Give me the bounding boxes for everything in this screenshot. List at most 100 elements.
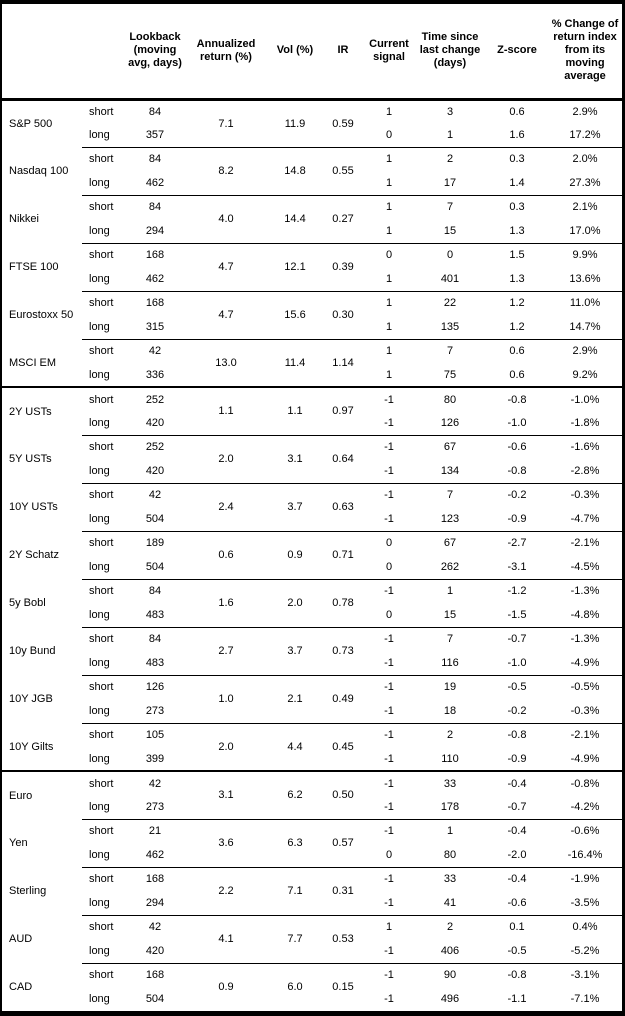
asset-name: Sterling: [9, 885, 47, 897]
ir-value: 0.53: [322, 914, 364, 963]
pct-change-value: -1.6%: [548, 434, 622, 459]
table-row: Yen short 21 3.6 6.3 0.57 -1 1 -0.4 -0.6%: [2, 818, 622, 867]
z-score-value: -0.2: [486, 482, 548, 507]
pct-change-value: -1.3%: [548, 626, 622, 651]
table-row: Sterling short 168 2.2 7.1 0.31 -1 33 -0.4 -1.9%: [2, 866, 622, 915]
pct-change-value: -4.2%: [570, 800, 600, 813]
pct-change-value: -1.3%: [548, 578, 622, 603]
asset-name: S&P 500: [9, 117, 53, 130]
asset-name: Yen: [9, 837, 28, 849]
z-score-value: -1.0: [507, 656, 527, 669]
asset-name: Eurostoxx 50: [9, 309, 74, 321]
current-signal-value: 0: [385, 608, 393, 621]
pct-change-value: -0.3%: [548, 482, 622, 507]
z-score-value: -0.4: [486, 770, 548, 795]
ir-value: 0.57: [322, 818, 364, 867]
z-score-value: -1.0: [507, 416, 527, 429]
current-signal-value: -1: [364, 818, 414, 843]
col-header-horizon: [82, 4, 126, 101]
time-since-change-value: 110: [441, 752, 459, 765]
lookback-value: 504: [145, 993, 165, 1005]
pct-change-value: -4.9%: [570, 752, 600, 765]
annualized-return-value: 7.1: [218, 117, 234, 130]
ir-value: 0.49: [322, 674, 364, 723]
annualized-return-value: 2.0: [184, 722, 268, 771]
z-score-value: -0.8: [507, 464, 527, 477]
table-row: 10Y JGB short 126 1.0 2.1 0.49 -1 19 -0.5 -0.5%: [2, 674, 622, 723]
current-signal-value: 1: [385, 320, 393, 333]
time-since-change-value: 22: [414, 290, 486, 315]
horizon-label: long: [89, 656, 110, 669]
time-since-change-value: 80: [443, 848, 457, 861]
lookback-value: 126: [126, 674, 184, 699]
momentum-signals-table: Lookback (moving avg, days) Annualized r…: [2, 4, 622, 1011]
horizon-label: short: [82, 770, 126, 795]
time-since-change-value: 80: [414, 386, 486, 411]
table-row: 2Y Schatz short 189 0.6 0.9 0.71 0 67 -2.7 -2.1%: [2, 530, 622, 579]
table-row: AUD short 42 4.1 7.7 0.53 1 2 0.1 0.4%: [2, 914, 622, 963]
time-since-change-value: 496: [440, 993, 460, 1005]
vol-value: 15.6: [268, 290, 322, 339]
lookback-value: 483: [145, 656, 165, 669]
annualized-return-value: 3.1: [184, 770, 268, 819]
time-since-change-value: 7: [414, 626, 486, 651]
time-since-change-value: 75: [443, 368, 457, 381]
annualized-return-value: 0.6: [184, 530, 268, 579]
horizon-label: long: [89, 704, 110, 717]
current-signal-value: 0: [385, 560, 393, 573]
pct-change-value: -4.5%: [570, 560, 600, 573]
asset-name: AUD: [9, 933, 33, 945]
current-signal-value: 1: [385, 176, 393, 189]
annualized-return-value: 0.9: [184, 962, 268, 1011]
current-signal-value: -1: [364, 482, 414, 507]
annualized-return-value: 2.2: [184, 866, 268, 915]
z-score-value: -3.1: [507, 560, 527, 573]
asset-name: 10Y JGB: [9, 693, 53, 705]
time-since-change-value: 7: [414, 194, 486, 219]
lookback-value: 420: [145, 944, 165, 957]
vol-value: 14.4: [268, 194, 322, 243]
time-since-change-value: 116: [441, 656, 459, 669]
current-signal-value: -1: [364, 770, 414, 795]
table-row: 2Y USTs short 252 1.1 1.1 0.97 -1 80 -0.8 -1.0%: [2, 386, 622, 435]
annualized-return-value: 1.6: [184, 578, 268, 627]
lookback-value: 21: [126, 818, 184, 843]
asset-name: Nasdaq 100: [9, 165, 69, 177]
z-score-value: -0.2: [507, 704, 527, 717]
current-signal-value: 0: [385, 848, 393, 861]
current-signal-value: 0: [364, 530, 414, 555]
current-signal-value: 1: [385, 272, 393, 285]
z-score-value: -0.5: [507, 944, 527, 957]
annualized-return-value: 2.4: [184, 482, 268, 531]
lookback-value: 336: [145, 368, 165, 381]
pct-change-value: -4.8%: [570, 608, 600, 621]
z-score-value: -0.6: [507, 896, 527, 909]
table-row: long 483 -1 116 -1.0 -4.9%: [2, 651, 622, 675]
table-row: 10y Bund short 84 2.7 3.7 0.73 -1 7 -0.7 -1.3%: [2, 626, 622, 675]
pct-change-value: -1.8%: [570, 416, 600, 429]
horizon-label: short: [82, 578, 126, 603]
current-signal-value: 1: [364, 146, 414, 171]
horizon-label: short: [82, 194, 126, 219]
asset-name: FTSE 100: [9, 261, 59, 273]
table-row: long 504 0 262 -3.1 -4.5%: [2, 555, 622, 579]
pct-change-value: 9.9%: [548, 242, 622, 267]
current-signal-value: -1: [384, 752, 394, 765]
table-row: 5Y USTs short 252 2.0 3.1 0.64 -1 67 -0.6 -1.6%: [2, 434, 622, 483]
time-since-change-value: 67: [414, 434, 486, 459]
annualized-return-value: 1.0: [184, 674, 268, 723]
vol-value: 1.1: [268, 386, 322, 435]
z-score-value: -0.4: [486, 818, 548, 843]
annualized-return-value: 2.7: [184, 626, 268, 675]
time-since-change-value: 41: [443, 896, 457, 909]
table-row: long 294 1 15 1.3 17.0%: [2, 219, 622, 243]
ir-value: 0.50: [322, 770, 364, 819]
horizon-label: short: [82, 818, 126, 843]
ir-value: 0.59: [332, 117, 354, 130]
ir-value: 0.71: [322, 530, 364, 579]
horizon-label: long: [89, 272, 110, 285]
horizon-label: long: [89, 176, 110, 189]
z-score-value: 0.3: [486, 146, 548, 171]
table-row: FTSE 100 short 168 4.7 12.1 0.39 0 0 1.5 9.9%: [2, 242, 622, 291]
annualized-return-value: 4.1: [184, 914, 268, 963]
